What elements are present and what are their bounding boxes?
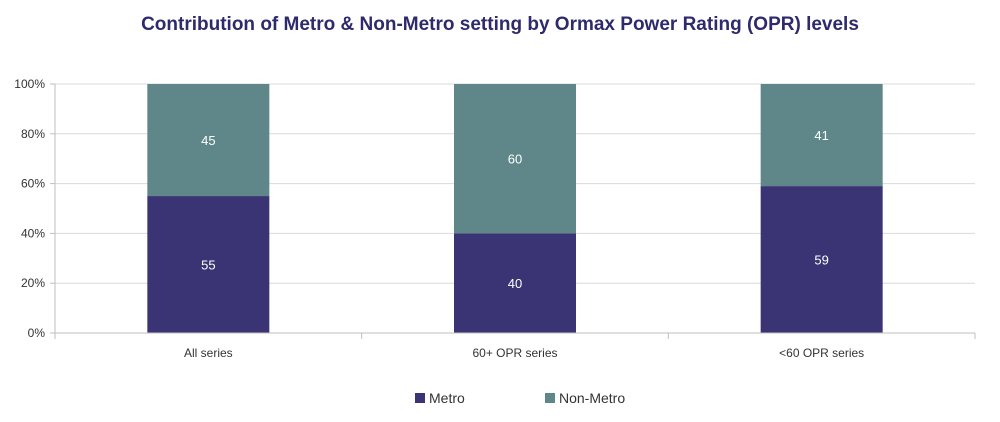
bar-metro (147, 196, 270, 333)
y-tick-label: 100% (14, 77, 45, 91)
y-tick-label: 20% (21, 276, 45, 290)
axes: 0% 20% 40% 60% 80% 100% All series 60+ OPR seri… (14, 77, 976, 360)
data-label: 40 (508, 276, 522, 291)
x-category-label: <60 OPR series (779, 346, 864, 360)
bar-non-metro (147, 84, 270, 197)
bar-metro (454, 233, 576, 333)
y-tick-label: 0% (28, 326, 46, 340)
legend-label: Non-Metro (559, 390, 625, 406)
legend-swatch (545, 393, 555, 403)
legend-label: Metro (429, 390, 465, 406)
y-tick-label: 40% (21, 226, 45, 240)
data-label: 41 (814, 128, 828, 143)
bars (147, 84, 883, 333)
data-label: 60 (508, 152, 522, 167)
data-label: 59 (814, 253, 828, 268)
bar-metro (760, 186, 883, 333)
legend-swatch (415, 393, 425, 403)
x-category-label: 60+ OPR series (472, 346, 557, 360)
y-tick-label: 60% (21, 177, 45, 191)
bar-non-metro (454, 84, 576, 234)
data-label: 45 (201, 133, 215, 148)
bar-non-metro (760, 84, 883, 187)
legend: Metro Non-Metro (415, 390, 625, 406)
x-category-label: All series (184, 346, 233, 360)
data-labels: 55 45 40 60 59 41 (201, 128, 829, 291)
y-tick-label: 80% (21, 127, 45, 141)
chart-title: Contribution of Metro & Non-Metro settin… (141, 14, 859, 35)
data-label: 55 (201, 258, 215, 273)
